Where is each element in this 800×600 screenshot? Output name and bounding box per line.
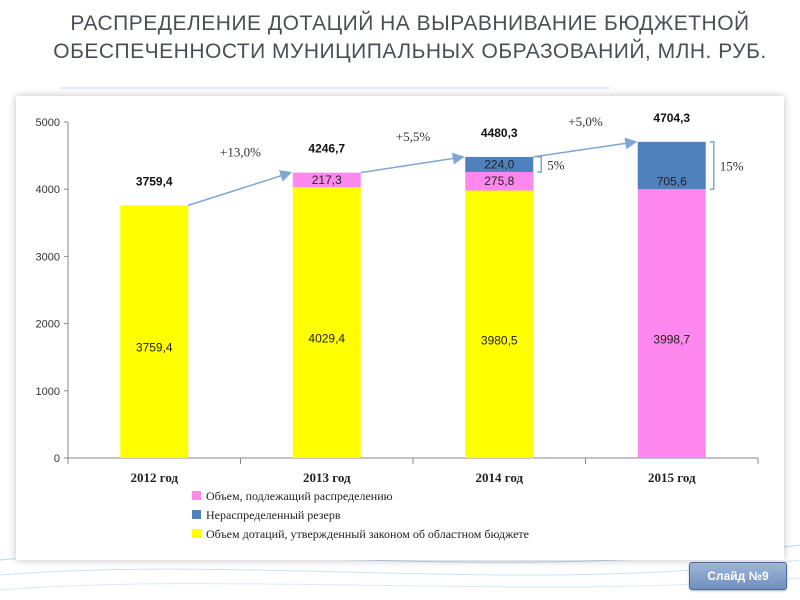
bar-segment-approved — [465, 190, 534, 458]
bar-segment-distributed — [465, 171, 534, 191]
bar-segment-reserve — [637, 141, 706, 190]
bar-value-label: 705,6 — [657, 175, 687, 189]
bar-segment-distributed — [637, 189, 706, 458]
bar-total-label: 4480,3 — [481, 126, 518, 140]
legend-label: Нераспределенный резерв — [206, 508, 341, 522]
y-tick-label: 4000 — [36, 184, 60, 196]
reserve-share-label: 5% — [547, 157, 565, 172]
bar-value-label: 224,0 — [484, 157, 514, 171]
legend-swatch-distributed — [192, 491, 201, 500]
legend-swatch-approved — [192, 529, 201, 538]
reserve-share-label: 15% — [720, 159, 744, 174]
reserve-bracket — [709, 141, 715, 191]
bar-segment-distributed — [292, 172, 361, 188]
x-category-label: 2012 год — [130, 470, 178, 485]
growth-arrow — [360, 152, 465, 174]
bar-value-label: 4029,4 — [308, 332, 345, 346]
bar-value-label: 217,3 — [312, 173, 342, 187]
bar-value-label: 3980,5 — [481, 333, 518, 347]
bar-segment-approved — [120, 205, 189, 458]
slide-title: РАСПРЕДЕЛЕНИЕ ДОТАЦИЙ НА ВЫРАВНИВАНИЕ БЮ… — [40, 10, 780, 66]
bar-segment-approved — [292, 187, 361, 459]
legend-label: Объем дотаций, утвержденный законом об о… — [206, 527, 529, 541]
y-tick-label: 0 — [54, 453, 60, 465]
y-tick-label: 5000 — [36, 117, 60, 129]
bar-value-label: 275,8 — [484, 174, 514, 188]
y-tick-label: 3000 — [36, 251, 60, 263]
slide-number-button[interactable]: Слайд №9 — [689, 562, 787, 590]
bar-total-label: 4704,3 — [653, 111, 690, 125]
legend-swatch-reserve — [192, 510, 201, 519]
growth-label: +5,0% — [568, 114, 603, 129]
x-category-label: 2015 год — [648, 470, 696, 485]
bar-segment-reserve — [465, 156, 534, 172]
bar-value-label: 3998,7 — [653, 333, 690, 347]
x-category-label: 2013 год — [303, 470, 351, 485]
y-tick-label: 2000 — [36, 319, 60, 331]
y-tick-label: 1000 — [36, 386, 60, 398]
title-line-1: РАСПРЕДЕЛЕНИЕ ДОТАЦИЙ НА ВЫРАВНИВАНИЕ БЮ… — [70, 12, 750, 35]
chart-panel: 0 1000 2000 3000 4000 5000 2012 год 2013 год 201… — [16, 96, 784, 560]
growth-arrow — [188, 170, 293, 207]
growth-label: +13,0% — [220, 145, 261, 160]
legend-label: Объем, подлежащий распределению — [206, 489, 393, 503]
growth-label: +5,5% — [396, 129, 431, 144]
x-category-label: 2014 год — [475, 470, 523, 485]
stacked-bar-chart: 0 1000 2000 3000 4000 5000 2012 год 2013 год 201… — [36, 111, 759, 541]
reserve-bracket — [537, 156, 542, 173]
bar-total-label: 4246,7 — [308, 142, 345, 156]
bar-value-label: 3759,4 — [136, 341, 173, 355]
bar-total-label: 3759,4 — [136, 174, 173, 188]
growth-arrow — [533, 137, 638, 158]
title-line-2: ОБЕСПЕЧЕННОСТИ МУНИЦИПАЛЬНЫХ ОБРАЗОВАНИЙ… — [53, 40, 767, 63]
